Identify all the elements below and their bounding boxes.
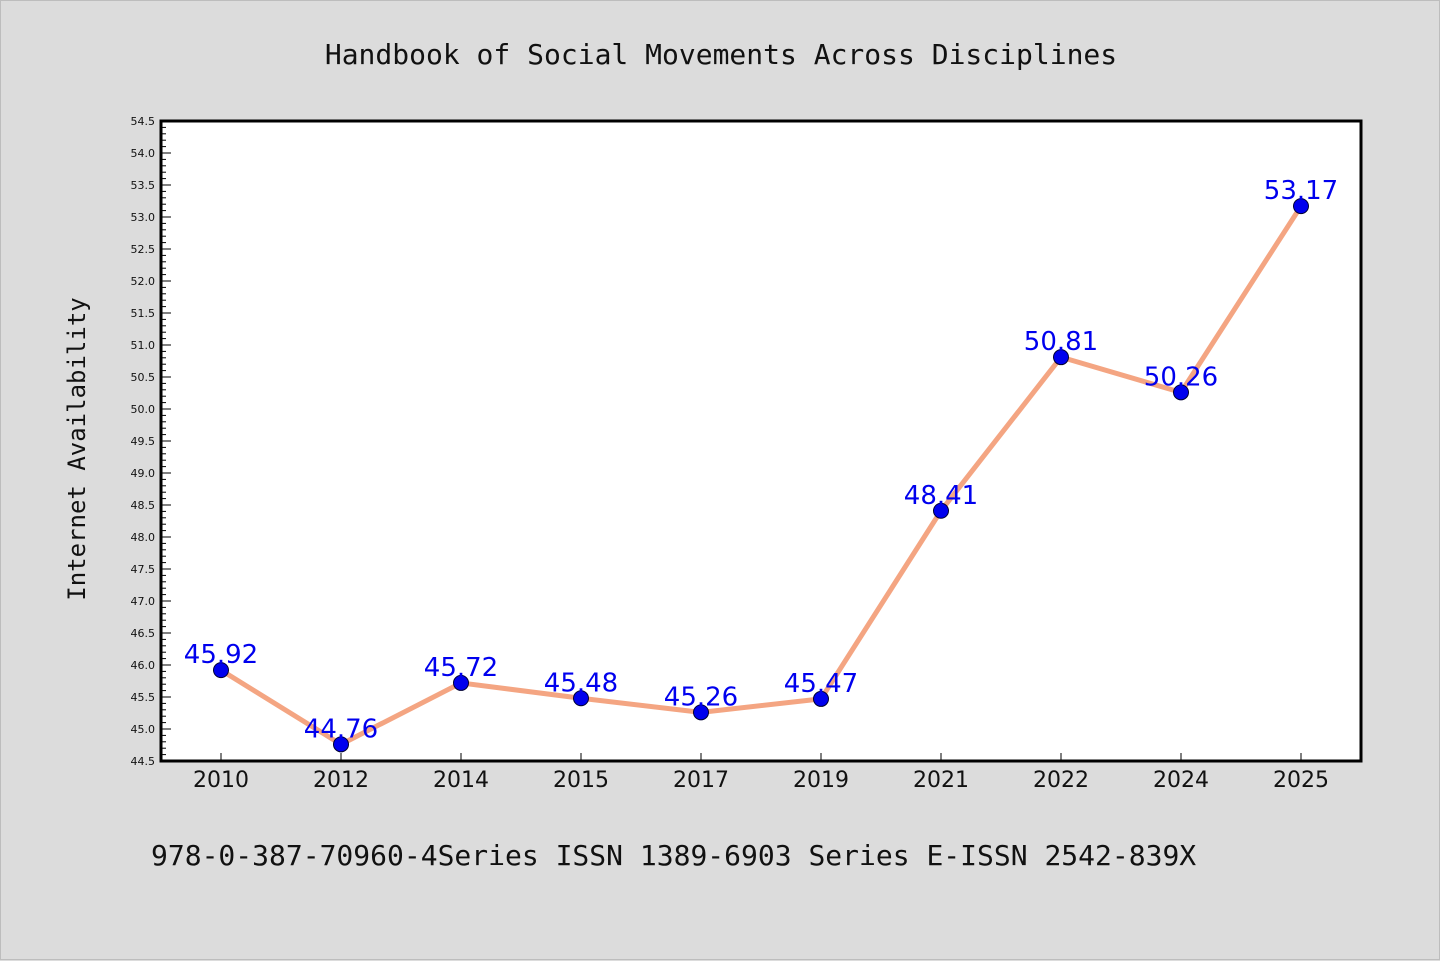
x-tick-label: 2025 xyxy=(1273,768,1329,793)
data-label: 45.92 xyxy=(184,640,258,670)
data-label: 44.76 xyxy=(304,714,378,744)
y-tick-label: 52.0 xyxy=(131,275,156,288)
y-tick-label: 51.5 xyxy=(131,307,156,320)
data-point xyxy=(1053,349,1069,366)
y-tick-label: 45.0 xyxy=(131,723,156,736)
y-tick-label: 49.5 xyxy=(131,435,156,448)
data-label: 45.26 xyxy=(664,682,738,712)
series-labels-group: 45.92 44.76 45.72 45.48 45.26 45.47 48.41 50.81… xyxy=(184,176,1338,744)
y-tick-label: 51.0 xyxy=(131,339,156,352)
data-point xyxy=(1293,198,1309,215)
x-tick-label: 2015 xyxy=(553,768,609,793)
y-tick-label: 48.5 xyxy=(131,499,156,512)
y-tick-label: 47.5 xyxy=(131,563,156,576)
footer-isbn-issn: 978-0-387-70960-4Series ISSN 1389-6903 S… xyxy=(151,839,1196,872)
x-tick-label: 2012 xyxy=(313,768,369,793)
chart-title: Handbook of Social Movements Across Disc… xyxy=(325,38,1117,71)
data-point xyxy=(213,662,229,679)
data-point xyxy=(573,690,589,707)
series-points-group xyxy=(213,198,1309,753)
y-tick-label: 53.5 xyxy=(131,179,156,192)
y-axis-label: Internet Availability xyxy=(63,297,91,600)
y-tick-label: 48.0 xyxy=(131,531,156,544)
x-tick-label: 2017 xyxy=(673,768,729,793)
y-tick-label: 50.0 xyxy=(131,403,156,416)
y-tick-label: 52.5 xyxy=(131,243,156,256)
data-point xyxy=(1173,384,1189,401)
y-tick-label: 53.0 xyxy=(131,211,156,224)
x-tick-label: 2019 xyxy=(793,768,849,793)
data-label: 45.48 xyxy=(544,668,618,698)
data-label: 48.41 xyxy=(904,481,978,511)
data-label: 50.26 xyxy=(1144,362,1218,392)
y-tick-label: 49.0 xyxy=(131,467,156,480)
data-label: 45.72 xyxy=(424,653,498,683)
x-tick-label: 2022 xyxy=(1033,768,1089,793)
y-axis: 44.5 45.0 45.5 46.0 46.5 47.0 47.5 48.0 48.5 49.0… xyxy=(131,115,171,768)
data-point xyxy=(693,704,709,721)
data-label: 50.81 xyxy=(1024,327,1098,357)
series-line xyxy=(218,203,1304,747)
x-tick-label: 2010 xyxy=(193,768,249,793)
x-axis: 2010 2012 2014 2015 2017 2019 2021 2022 2024 2025 xyxy=(193,753,1329,793)
data-point xyxy=(933,502,949,519)
data-point xyxy=(333,736,349,753)
data-label: 53.17 xyxy=(1264,176,1338,206)
y-tick-label: 45.5 xyxy=(131,691,156,704)
y-tick-label: 50.5 xyxy=(131,371,156,384)
x-tick-label: 2021 xyxy=(913,768,969,793)
y-tick-label: 54.0 xyxy=(131,147,156,160)
x-tick-label: 2014 xyxy=(433,768,489,793)
data-point xyxy=(453,674,469,691)
y-tick-label: 44.5 xyxy=(131,755,156,768)
plot-area xyxy=(159,119,1363,763)
data-label: 45.47 xyxy=(784,669,858,699)
x-tick-label: 2024 xyxy=(1153,768,1209,793)
y-tick-label: 46.5 xyxy=(131,627,156,640)
data-point xyxy=(813,690,829,707)
y-tick-label: 46.0 xyxy=(131,659,156,672)
series-line-group xyxy=(218,203,1304,747)
y-tick-label: 47.0 xyxy=(131,595,156,608)
y-tick-label: 54.5 xyxy=(131,115,156,128)
